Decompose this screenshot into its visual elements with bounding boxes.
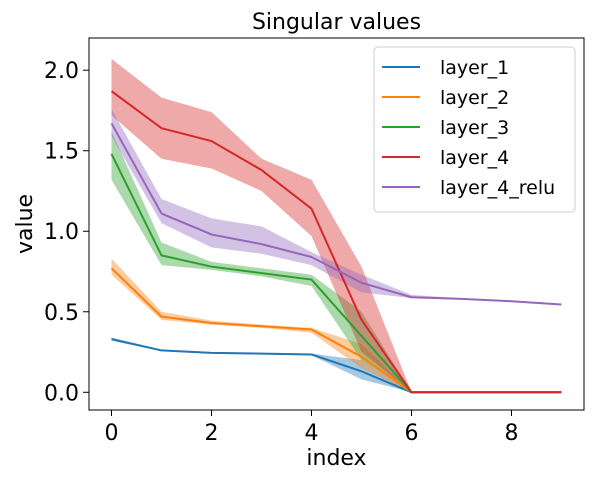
x-tick-label: 8 — [505, 421, 519, 446]
x-axis-ticks: 0 2 4 6 8 — [105, 410, 519, 446]
legend-frame — [373, 46, 576, 213]
chart-title: Singular values — [252, 10, 421, 35]
legend-label-layer-1: layer_1 — [440, 57, 509, 79]
x-tick-label: 6 — [405, 421, 419, 446]
x-tick-label: 2 — [205, 421, 219, 446]
band-layer-4 — [111, 58, 562, 393]
legend-label-layer-3: layer_3 — [440, 117, 509, 139]
plot-frame — [88, 37, 585, 411]
legend-label-layer-2: layer_2 — [440, 87, 509, 109]
legend: layer_1 layer_2 layer_3 layer_4 layer_4_relu — [373, 46, 576, 213]
y-axis-ticks: 0.0 0.5 1.0 1.5 2.0 — [44, 59, 89, 406]
x-axis-label: index — [306, 446, 366, 471]
y-tick-label: 1.0 — [44, 220, 79, 245]
x-tick-label: 0 — [105, 421, 119, 446]
band-layer-3 — [111, 131, 562, 393]
y-tick-label: 2.0 — [44, 59, 79, 84]
legend-label-layer-4: layer_4 — [440, 147, 509, 169]
line-layer-4-relu — [110, 122, 562, 306]
legend-label-layer-4-relu: layer_4_relu — [440, 177, 555, 199]
y-tick-label: 1.5 — [44, 140, 79, 165]
x-tick-label: 4 — [305, 421, 319, 446]
y-axis-label: value — [13, 194, 38, 254]
series-lines — [110, 90, 562, 394]
y-tick-label: 0.0 — [44, 381, 79, 406]
band-layer-1 — [111, 337, 562, 393]
line-layer-4 — [110, 90, 562, 394]
y-tick-label: 0.5 — [44, 301, 79, 326]
